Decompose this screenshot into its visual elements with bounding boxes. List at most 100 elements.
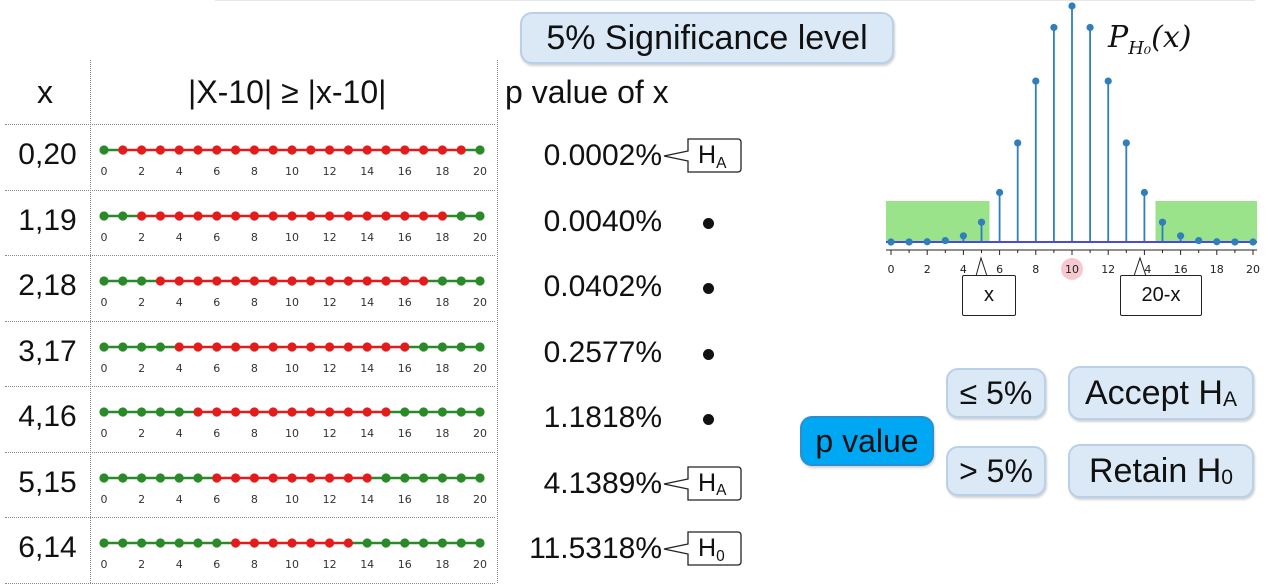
outcome-point-4 [174, 341, 184, 352]
outcome-point-16 [400, 276, 410, 286]
outcome-point-3 [155, 210, 165, 221]
outcome-point-2 [137, 276, 147, 286]
outcome-point-13 [343, 472, 353, 483]
number-line-tick-label: 0 [101, 493, 108, 506]
callout-outline [663, 465, 742, 501]
outcome-point-16 [400, 145, 410, 155]
number-line-tick-label: 8 [251, 427, 258, 440]
number-line-tick-label: 16 [398, 493, 412, 506]
number-line-tick-label: 20 [473, 493, 487, 506]
outcome-point-18 [437, 341, 447, 352]
outcome-point-2 [137, 210, 147, 221]
outcome-point-4 [174, 145, 184, 155]
outcome-point-10 [287, 472, 297, 483]
row-divider [5, 124, 495, 125]
plot-title-main: P [1108, 20, 1129, 55]
number-line-tick-label: 6 [213, 165, 220, 178]
outcome-point-14 [362, 210, 372, 221]
outcome-point-16 [400, 341, 410, 352]
number-line-tick-label: 10 [285, 362, 299, 375]
outcome-point-20 [475, 210, 485, 221]
outcome-point-14 [362, 407, 372, 417]
outcome-point-1 [118, 472, 128, 483]
callout-shape [663, 465, 742, 501]
outcome-point-2 [137, 341, 147, 352]
number-line-tick-label: 10 [285, 493, 299, 506]
outcome-point-14 [362, 472, 372, 483]
outcome-point-7 [231, 145, 241, 155]
row-number-line: 0 2 4 6 8 10 12 14 16 18 20 [99, 210, 487, 244]
outcome-point-10 [287, 407, 297, 417]
outcome-point-0 [99, 538, 109, 548]
outcome-point-15 [381, 407, 391, 417]
row-x-value: 2,18 [18, 269, 77, 302]
outcome-point-15 [381, 472, 391, 483]
outcome-point-7 [231, 210, 241, 221]
outcome-point-2 [137, 538, 147, 548]
number-line-tick-label: 10 [285, 165, 299, 178]
outcome-point-9 [268, 341, 278, 352]
outcome-point-1 [118, 538, 128, 548]
callout-label: HA [698, 469, 727, 500]
outcome-point-4 [174, 407, 184, 417]
number-line-tick-label: 12 [323, 231, 337, 244]
number-line-tick-label: 8 [251, 296, 258, 309]
pmf-point-15 [1158, 218, 1167, 226]
pmf-point-17 [1195, 236, 1203, 245]
number-line-tick-label: 2 [138, 427, 145, 440]
row-x-value: 3,17 [18, 334, 77, 368]
outcome-point-7 [231, 276, 241, 286]
outcome-point-7 [231, 407, 241, 417]
number-line-tick-label: 8 [251, 493, 258, 506]
outcome-point-12 [325, 276, 335, 286]
outcome-point-8 [249, 472, 259, 483]
number-line-tick-label: 18 [435, 362, 449, 375]
upper-tail-callout: 20-x [1120, 275, 1202, 316]
number-line-tick-label: 14 [360, 427, 374, 440]
number-line-tick-label: 12 [323, 165, 337, 178]
outcome-point-14 [362, 341, 372, 352]
outcome-point-19 [456, 538, 466, 548]
x-tick-label: 20 [1246, 263, 1260, 276]
row-number-line: 0 2 4 6 8 10 12 14 16 18 20 [99, 145, 487, 178]
row-bullet [703, 348, 714, 360]
callout-label: H0 [698, 534, 725, 565]
outcome-point-19 [456, 145, 466, 155]
pmf-point-3 [941, 236, 949, 245]
outcome-point-10 [287, 210, 297, 221]
outcome-point-7 [231, 472, 241, 483]
header-pvalue: p value of x [505, 74, 669, 110]
row-number-line: 0 2 4 6 8 10 12 14 16 18 20 [99, 472, 487, 506]
outcome-point-16 [400, 210, 410, 221]
callout-outline [663, 531, 742, 566]
pmf-point-11 [1086, 23, 1094, 32]
outcome-point-0 [99, 145, 109, 155]
outcome-point-9 [268, 472, 278, 483]
x-tick-label: 2 [924, 263, 931, 276]
number-line-tick-label: 8 [251, 165, 258, 178]
pmf-point-10 [1068, 2, 1076, 10]
outcome-point-2 [137, 407, 147, 417]
outcome-point-11 [306, 210, 316, 221]
number-line-tick-label: 8 [251, 558, 258, 571]
number-line-tick-label: 20 [473, 558, 487, 571]
row-x-value: 4,16 [18, 400, 77, 433]
outcome-point-1 [118, 407, 128, 417]
callout-subscript: A [716, 154, 727, 172]
number-line-tick-label: 20 [473, 427, 487, 440]
number-line-tick-label: 20 [473, 296, 487, 309]
outcome-point-8 [249, 407, 259, 417]
number-line-tick-label: 10 [285, 231, 299, 244]
outcome-point-12 [325, 407, 335, 417]
number-line-tick-label: 16 [398, 362, 412, 375]
row-x-value: 6,14 [18, 531, 77, 564]
row-p-value: 0.0040% [543, 204, 662, 238]
outcome-point-20 [475, 407, 485, 417]
outcome-point-17 [419, 341, 429, 352]
callout-subscript: A [716, 482, 727, 500]
row-number-line: 0 2 4 6 8 10 12 14 16 18 20 [99, 407, 487, 440]
outcome-point-11 [306, 407, 316, 417]
outcome-point-1 [118, 276, 128, 286]
top-divider [215, 0, 1255, 1]
